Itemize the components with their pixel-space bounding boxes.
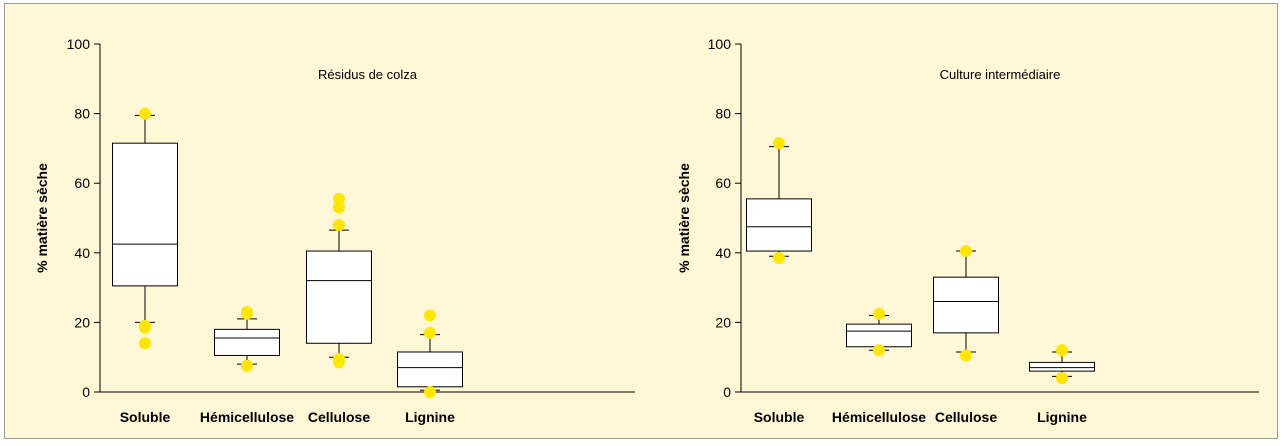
outlier-point <box>139 337 151 350</box>
chart-title: Culture intermédiaire <box>940 67 1061 82</box>
y-tick-label: 40 <box>74 245 90 261</box>
box-iqr <box>1029 361 1095 372</box>
box-soluble <box>746 137 812 265</box>
x-category-label: Soluble <box>120 409 171 425</box>
outlier-point <box>1056 344 1068 357</box>
outlier-point <box>873 307 885 320</box>
box-hémicellulose <box>846 307 912 357</box>
box-soluble <box>112 107 178 350</box>
box-iqr <box>746 198 812 252</box>
boxplot-figure: 0 20 40 60 80 100 % matière sèche Résidus de co… <box>34 36 1259 425</box>
outlier-point <box>424 326 436 339</box>
outlier-point <box>960 349 972 362</box>
outlier-point <box>139 107 151 120</box>
outlier-point <box>333 356 345 369</box>
y-tick-label: 60 <box>74 175 90 191</box>
box-lignine <box>397 309 463 398</box>
y-tick-label: 20 <box>74 314 90 330</box>
outlier-point <box>333 192 345 205</box>
outlier-point <box>424 386 436 398</box>
x-category-label: Hémicellulose <box>832 409 926 425</box>
x-category-label: Lignine <box>1037 409 1087 425</box>
box-hémicellulose <box>214 305 280 372</box>
y-tick-label: 20 <box>715 314 731 330</box>
y-tick-label: 100 <box>67 36 91 52</box>
figure-panel: 0 20 40 60 80 100 % matière sèche Résidus de co… <box>4 3 1278 439</box>
x-category-label: Hémicellulose <box>200 409 294 425</box>
box-iqr <box>112 142 178 287</box>
y-tick-label: 40 <box>715 245 731 261</box>
box-lignine <box>1029 344 1095 385</box>
x-category-label: Cellulose <box>308 409 370 425</box>
chart-panel-1: 0 20 40 60 80 100 % matière sèche Résidus de co… <box>34 36 635 425</box>
x-category-label: Soluble <box>754 409 805 425</box>
chart-panel-2: 0 20 40 60 80 100 % matière sèche Culture inter… <box>676 36 1259 425</box>
chart-title: Résidus de colza <box>318 67 418 82</box>
y-axis-label: % matière sèche <box>676 163 692 273</box>
y-tick-label: 60 <box>715 175 731 191</box>
y-tick-label: 80 <box>715 106 731 122</box>
box-cellulose <box>306 192 372 369</box>
y-tick-label: 0 <box>82 384 90 400</box>
box-iqr <box>846 323 912 348</box>
box-cellulose <box>933 245 999 362</box>
outlier-point <box>873 344 885 357</box>
box-iqr <box>933 276 999 334</box>
outlier-point <box>773 252 785 265</box>
outlier-point <box>773 137 785 150</box>
x-category-label: Cellulose <box>935 409 997 425</box>
outlier-point <box>241 307 253 320</box>
x-category-label: Lignine <box>405 409 455 425</box>
outlier-point <box>333 201 345 214</box>
outlier-point <box>1056 372 1068 385</box>
outlier-point <box>424 309 436 322</box>
outlier-point <box>139 321 151 334</box>
outlier-point <box>333 218 345 231</box>
y-tick-label: 80 <box>74 106 90 122</box>
box-iqr <box>397 351 463 388</box>
y-axis-label: % matière sèche <box>34 163 50 273</box>
y-tick-label: 0 <box>723 384 731 400</box>
box-iqr <box>214 328 280 356</box>
y-tick-label: 100 <box>708 36 732 52</box>
box-iqr <box>306 250 372 344</box>
outlier-point <box>241 359 253 372</box>
outlier-point <box>960 245 972 258</box>
